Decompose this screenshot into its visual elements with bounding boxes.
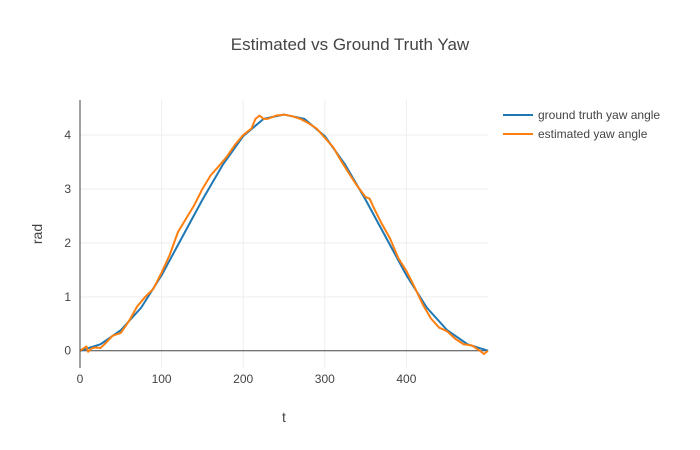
legend-item[interactable]: estimated yaw angle: [503, 127, 648, 141]
x-axis-ticks: 0 100 200 300 400: [77, 372, 417, 386]
x-axis-title: t: [282, 409, 286, 425]
y-tick-label: 4: [64, 128, 71, 142]
grid-lines: [80, 100, 488, 368]
legend[interactable]: ground truth yaw angle estimated yaw angl…: [503, 108, 660, 141]
x-tick-label: 200: [233, 372, 253, 386]
series-line-estimated: [79, 113, 489, 355]
x-tick-label: 300: [315, 372, 335, 386]
series-layer: [79, 113, 489, 355]
y-axis-title: rad: [29, 224, 45, 244]
series-line-ground-truth: [79, 113, 489, 352]
legend-label: estimated yaw angle: [538, 127, 648, 141]
y-tick-label: 3: [64, 182, 71, 196]
y-axis-ticks: 0 1 2 3 4: [64, 128, 71, 358]
x-tick-label: 400: [396, 372, 416, 386]
y-tick-label: 1: [64, 290, 71, 304]
x-tick-label: 0: [77, 372, 84, 386]
legend-label: ground truth yaw angle: [538, 108, 660, 122]
y-tick-label: 2: [64, 236, 71, 250]
x-tick-label: 100: [152, 372, 172, 386]
legend-item[interactable]: ground truth yaw angle: [503, 108, 660, 122]
chart-title: Estimated vs Ground Truth Yaw: [231, 35, 470, 54]
y-tick-label: 0: [64, 344, 71, 358]
